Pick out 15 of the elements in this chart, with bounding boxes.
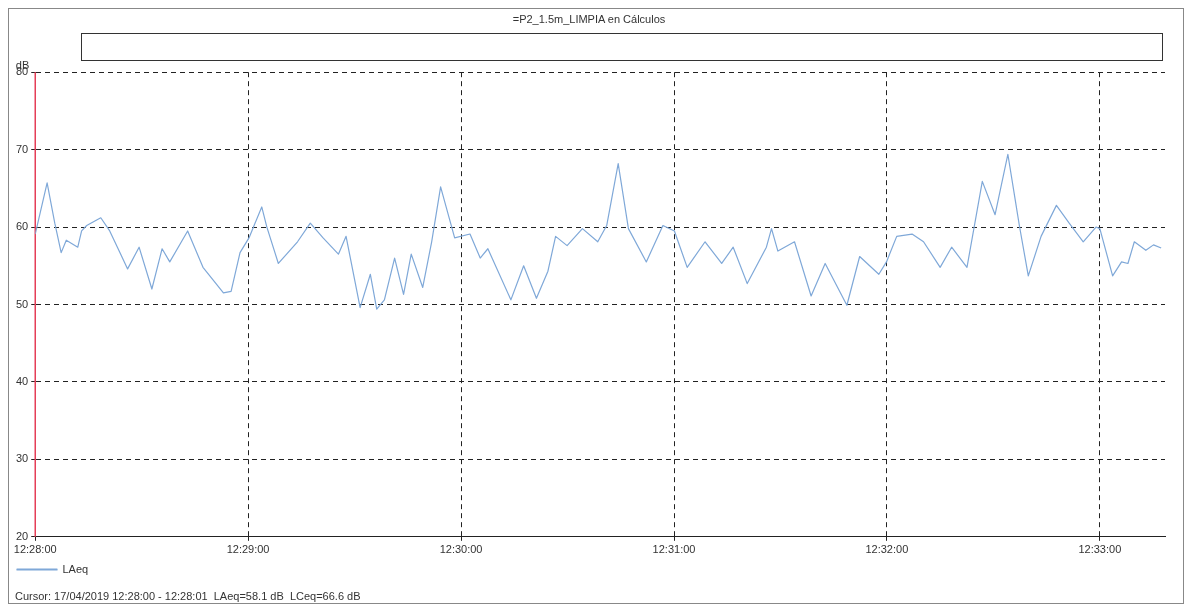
- y-tick-label: 60: [15, 220, 29, 233]
- x-tick-label: 12:31:00: [652, 543, 696, 556]
- chart-title: =P2_1.5m_LIMPIA en Cálculos: [512, 12, 666, 25]
- y-tick-label: 70: [15, 142, 29, 155]
- text: Cursor: 17/04/2019 12:28:00 - 12:28:01 LAeq=58.1 dB LCeq=66.6 dB: [15, 590, 361, 603]
- x-tick-label: 12:29:00: [226, 543, 270, 556]
- x-tick-label: 12:33:00: [1078, 543, 1122, 556]
- x-tick-label: 12:28:00: [13, 543, 57, 556]
- x-tick-label: 12:32:00: [865, 543, 909, 556]
- legend-label: LAeq: [62, 562, 89, 575]
- y-tick-label: 30: [15, 452, 29, 465]
- y-tick-label: 50: [15, 297, 29, 310]
- x-tick-label: 12:30:00: [439, 543, 483, 556]
- y-tick-label: 20: [15, 529, 29, 542]
- y-tick-label: 40: [15, 374, 29, 387]
